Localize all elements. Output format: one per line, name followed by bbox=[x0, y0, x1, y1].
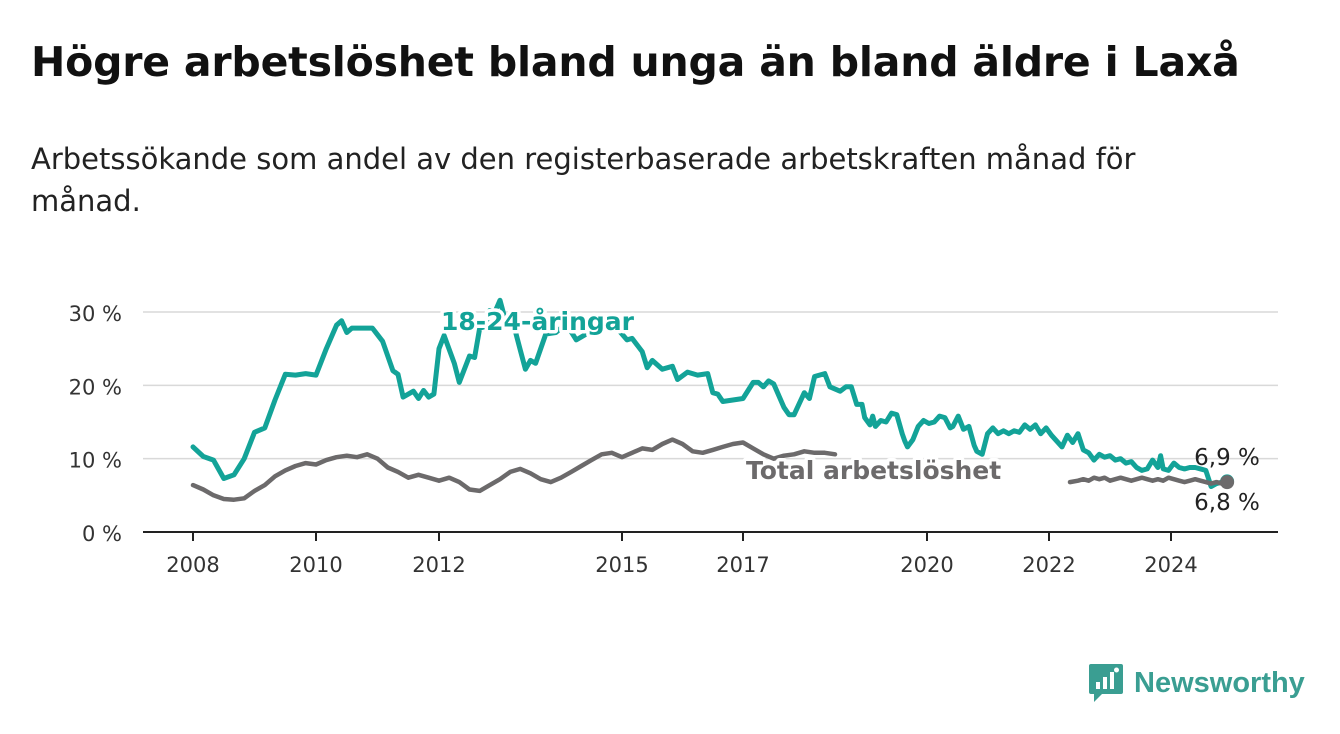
x-tick-label: 2008 bbox=[166, 553, 219, 577]
brand-name: Newsworthy bbox=[1134, 666, 1305, 699]
series-lines bbox=[190, 297, 1235, 502]
x-tick-label: 2015 bbox=[595, 553, 648, 577]
x-tick-label: 2017 bbox=[716, 553, 769, 577]
y-tick-label: 0 % bbox=[82, 522, 122, 546]
y-tick-label: 30 % bbox=[69, 302, 122, 326]
chart-title: Högre arbetslöshet bland unga än bland ä… bbox=[31, 38, 1240, 86]
newsworthy-logo-icon bbox=[1089, 664, 1123, 702]
chart-subtitle: Arbetssökande som andel av den registerb… bbox=[31, 142, 1136, 218]
series-label-18-24-halo: 18-24-åringar bbox=[441, 307, 635, 336]
series-label-total-halo: Total arbetslöshet bbox=[746, 456, 1001, 485]
y-tick-label: 20 % bbox=[69, 375, 122, 399]
x-tick-label: 2012 bbox=[412, 553, 465, 577]
x-tick-label: 2010 bbox=[289, 553, 342, 577]
series-label-18-24-text: 18-24-åringar bbox=[441, 307, 635, 336]
end-marker-total bbox=[1220, 475, 1235, 490]
y-tick-label: 10 % bbox=[69, 449, 122, 473]
y-axis: 0 % 10 % 20 % 30 % bbox=[69, 302, 122, 546]
x-axis: 2008 2010 2012 2015 2017 2020 2022 2024 bbox=[143, 531, 1278, 577]
x-tick-label: 2022 bbox=[1022, 553, 1075, 577]
x-tick-label: 2020 bbox=[900, 553, 953, 577]
series-label-total-text: Total arbetslöshet bbox=[746, 456, 1001, 485]
end-value-18-24: 6,9 % bbox=[1194, 445, 1260, 471]
x-tick-label: 2024 bbox=[1144, 553, 1197, 577]
series-line-total bbox=[1067, 475, 1230, 486]
newsworthy-logo: Newsworthy bbox=[1088, 660, 1305, 706]
series-line-18-24 bbox=[190, 297, 1230, 489]
series-line-total bbox=[190, 437, 838, 502]
end-value-total: 6,8 % bbox=[1194, 490, 1260, 516]
